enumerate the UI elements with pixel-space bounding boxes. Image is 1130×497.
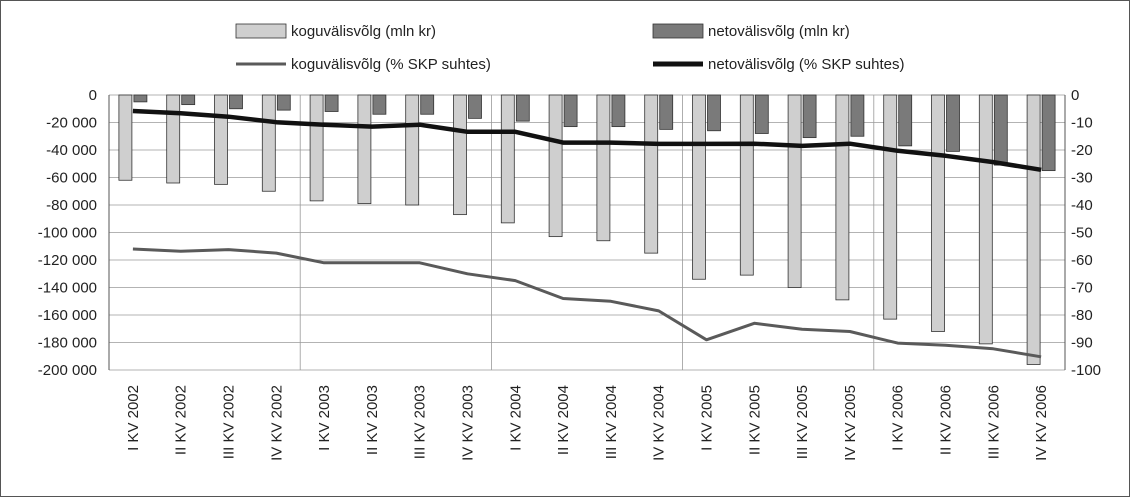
bar-net-mln [802,94,817,139]
x-tick-label: I KV 2002 [125,385,142,451]
y-tick-right: -50 [1071,225,1093,242]
x-tick-label: I KV 2005 [699,385,716,451]
bar-gross-mln [453,94,467,216]
bar-net-mln [276,94,291,111]
bar-gross-mln [548,94,563,238]
y-tick-right: -20 [1071,142,1093,159]
grid-lines [109,94,1065,371]
bar-net-mln [611,94,626,128]
bar-net-mln [420,94,435,115]
bar-net-mln [133,94,148,103]
x-tick-label: IV KV 2002 [268,385,285,461]
y-tick-right: -90 [1071,335,1093,352]
bar-gross-mln [835,94,850,301]
bar-gross-mln [357,94,372,205]
y-tick-right: -40 [1071,197,1093,214]
x-tick-label: III KV 2006 [985,385,1002,459]
bar-net-mln [372,94,387,115]
bar-gross-mln [978,94,993,345]
y-tick-left: -20 000 [46,115,97,132]
legend-label: koguvälisvõlg (% SKP suhtes) [291,56,491,73]
y-tick-left: -160 000 [38,307,97,324]
bar-gross-mln [214,94,228,185]
legend-label: netovälisvõlg (mln kr) [708,23,850,40]
x-tick-label: IV KV 2003 [460,385,477,461]
x-tick-label: III KV 2005 [794,385,811,459]
legend-swatch [235,23,287,39]
y-tick-left: -120 000 [38,252,97,269]
bar-net-mln [993,94,1008,166]
y-tick-right: -10 [1071,115,1093,132]
y-tick-left: 0 [89,87,97,104]
axes: 0 0 -20 000 -10 -40 000 -20 -60 000 -30 -80 000 -… [38,87,1101,461]
bar-net-mln [707,94,721,132]
x-tick-label: I KV 2004 [507,385,524,451]
x-tick-label: II KV 2006 [938,385,955,455]
bar-gross-mln [931,94,945,332]
x-tick-label: II KV 2002 [173,385,190,455]
x-tick-label: III KV 2004 [603,385,620,459]
bar-net-mln [754,94,769,134]
bar-gross-mln [166,94,181,184]
bar-gross-mln [644,94,659,254]
bar-net-mln [898,94,913,147]
y-tick-left: -100 000 [38,225,97,242]
y-tick-right: 0 [1071,87,1079,104]
bar-net-mln [515,94,530,122]
bar-net-mln [181,94,196,106]
x-tick-label: IV KV 2006 [1033,385,1050,461]
bar-gross-mln [739,94,754,276]
bar-gross-mln [309,94,324,202]
bar-gross-mln [118,94,133,181]
bar-net-mln [324,94,339,112]
bar-gross-mln [692,94,706,280]
bar-gross-mln [261,94,276,192]
y-tick-left: -40 000 [46,142,97,159]
x-tick-label: III KV 2003 [412,385,429,459]
x-tick-label: III KV 2002 [221,385,238,459]
bar-net-mln [563,94,578,128]
bar-marks [118,94,1056,365]
line-marks [132,108,1042,359]
y-tick-right: -60 [1071,252,1093,269]
x-tick-label: II KV 2005 [746,385,763,455]
y-tick-left: -60 000 [46,170,97,187]
legend-label: netovälisvõlg (% SKP suhtes) [708,56,905,73]
y-tick-left: -200 000 [38,362,97,379]
x-tick-label: I KV 2006 [890,385,907,451]
x-tick-label: IV KV 2004 [651,385,668,461]
bar-gross-mln [1026,94,1041,365]
bar-net-mln [229,94,243,110]
y-tick-left: -80 000 [46,197,97,214]
y-tick-right: -100 [1071,362,1101,379]
bar-gross-mln [883,94,898,320]
x-tick-label: II KV 2003 [364,385,381,455]
bar-net-mln [468,94,482,119]
y-tick-left: -180 000 [38,335,97,352]
line-net-gdp [132,108,1042,173]
legend: koguvälisvõlg (mln kr) netovälisvõlg (mln… [235,23,905,73]
y-tick-left: -140 000 [38,280,97,297]
bar-net-mln [946,94,960,152]
x-tick-label: IV KV 2005 [842,385,859,461]
legend-label: koguvälisvõlg (mln kr) [291,23,436,40]
bar-net-mln [1041,94,1056,172]
bar-gross-mln [787,94,802,288]
y-tick-right: -70 [1071,280,1093,297]
bar-gross-mln [596,94,611,242]
bar-net-mln [659,94,674,130]
x-tick-label: II KV 2004 [555,385,572,455]
legend-swatch [652,23,704,39]
line-gross-gdp [132,247,1042,359]
bar-gross-mln [405,94,420,206]
y-tick-right: -80 [1071,307,1093,324]
x-tick-label: I KV 2003 [316,385,333,451]
y-tick-right: -30 [1071,170,1093,187]
bar-gross-mln [500,94,515,224]
bar-net-mln [850,94,865,137]
